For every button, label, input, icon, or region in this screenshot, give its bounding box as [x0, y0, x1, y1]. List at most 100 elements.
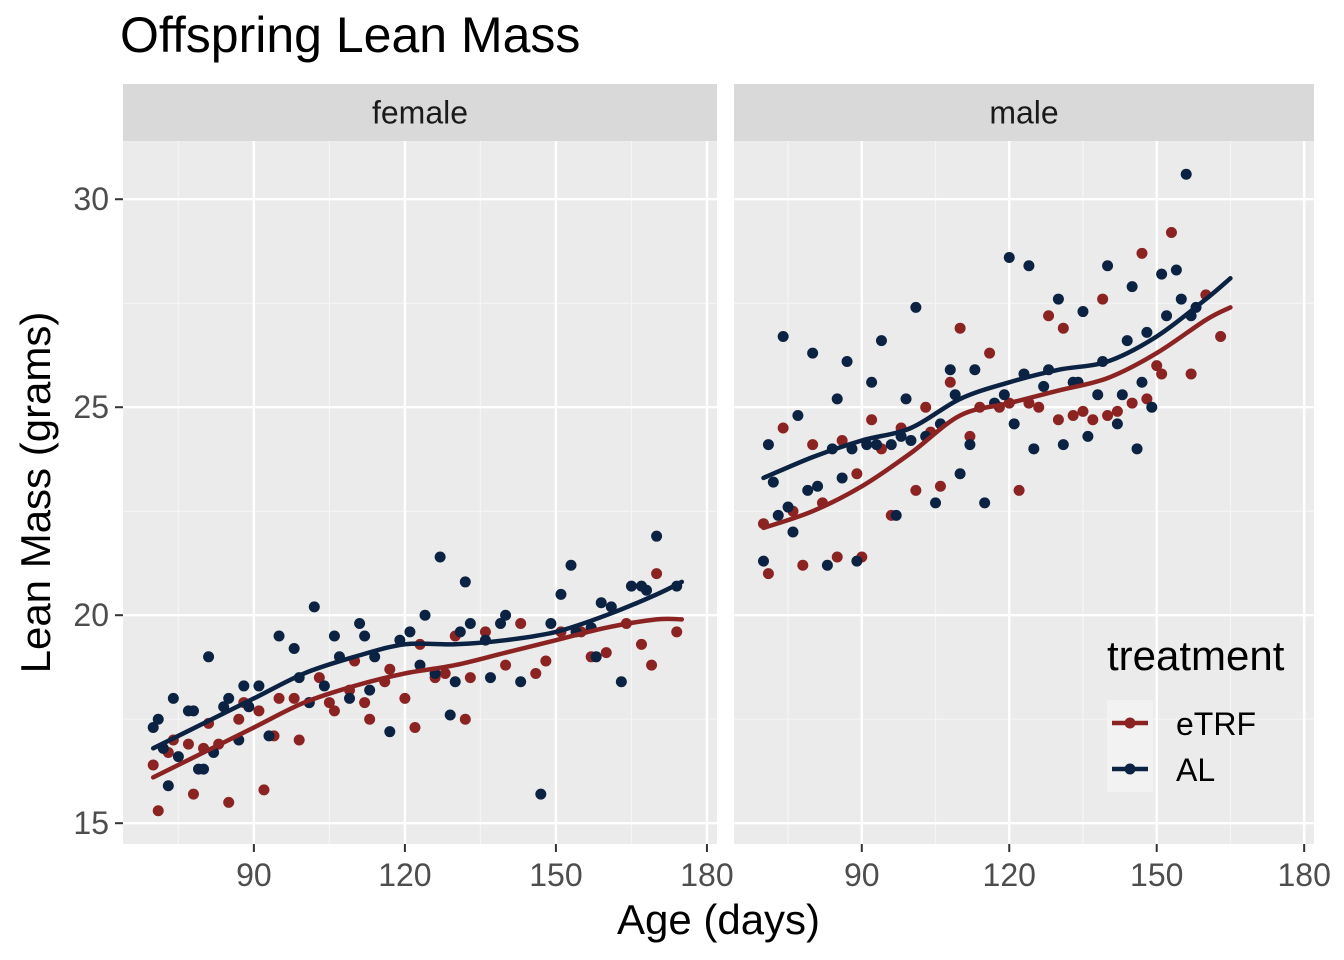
data-point — [1185, 368, 1197, 380]
data-point — [831, 393, 843, 405]
data-point — [772, 509, 784, 521]
smooth-line-AL — [150, 579, 685, 751]
data-point — [777, 422, 789, 434]
data-point — [866, 376, 878, 388]
series-AL-male — [757, 168, 1202, 571]
data-point — [1052, 293, 1064, 305]
data-point — [1111, 418, 1123, 430]
data-point — [1126, 397, 1138, 409]
data-point — [1151, 360, 1163, 372]
data-point — [831, 551, 843, 563]
data-point — [152, 805, 164, 817]
data-point — [651, 568, 663, 580]
data-point — [172, 751, 184, 763]
data-point — [308, 601, 320, 613]
x-tick-label: 180 — [680, 857, 733, 893]
data-point — [434, 551, 446, 563]
legend-title: treatment — [1107, 632, 1285, 679]
data-point — [757, 555, 769, 567]
data-point — [836, 435, 848, 447]
data-point — [821, 559, 833, 571]
data-point — [1008, 418, 1020, 430]
data-point — [1136, 247, 1148, 259]
data-point — [1156, 268, 1168, 280]
data-point — [1175, 293, 1187, 305]
data-point — [1033, 401, 1045, 413]
facet-strip-label: female — [372, 95, 468, 131]
data-point — [646, 659, 658, 671]
data-point — [600, 647, 612, 659]
legend-key-point — [1124, 763, 1136, 775]
data-point — [900, 393, 912, 405]
legend-entry-AL: AL — [1112, 752, 1215, 788]
data-point — [605, 601, 617, 613]
data-point — [969, 364, 981, 376]
data-point — [238, 680, 250, 692]
data-point — [836, 472, 848, 484]
y-tick-label: 20 — [73, 597, 109, 633]
data-point — [409, 722, 421, 734]
data-point — [807, 439, 819, 451]
smooth-line-eTRF — [150, 616, 685, 780]
x-tick-label: 90 — [844, 857, 880, 893]
data-point — [998, 389, 1010, 401]
data-point — [328, 705, 340, 717]
x-tick-label: 150 — [1130, 857, 1183, 893]
data-point — [910, 301, 922, 313]
legend-key-point — [1124, 717, 1136, 729]
data-point — [1092, 389, 1104, 401]
data-point — [464, 618, 476, 630]
data-point — [253, 705, 265, 717]
data-point — [651, 530, 663, 542]
data-point — [920, 401, 932, 413]
data-point — [318, 680, 330, 692]
y-tick-label: 25 — [73, 389, 109, 425]
data-point — [767, 476, 779, 488]
data-point — [1102, 410, 1114, 422]
data-point — [454, 626, 466, 638]
smooth-line-AL — [761, 276, 1233, 481]
y-tick-label: 15 — [73, 805, 109, 841]
data-point — [635, 638, 647, 650]
data-point — [905, 435, 917, 447]
data-point — [802, 484, 814, 496]
data-point — [187, 705, 199, 717]
facet-strip — [123, 84, 717, 141]
data-point — [167, 692, 179, 704]
data-point — [1043, 310, 1055, 322]
data-point — [203, 651, 215, 663]
data-point — [313, 672, 325, 684]
data-point — [1111, 405, 1123, 417]
data-point — [1052, 414, 1064, 426]
data-point — [782, 501, 794, 513]
data-point — [500, 609, 512, 621]
x-tick-label: 180 — [1277, 857, 1330, 893]
data-point — [590, 651, 602, 663]
data-point — [152, 713, 164, 725]
data-point — [515, 676, 527, 688]
data-point — [1023, 260, 1035, 272]
data-point — [449, 676, 461, 688]
legend-entry-eTRF: eTRF — [1112, 706, 1256, 742]
data-point — [1057, 439, 1069, 451]
data-point — [288, 642, 300, 654]
data-point — [792, 410, 804, 422]
data-point — [404, 626, 416, 638]
data-point — [1141, 393, 1153, 405]
data-point — [565, 559, 577, 571]
data-point — [344, 692, 356, 704]
data-point — [495, 618, 507, 630]
x-tick-label: 90 — [236, 857, 272, 893]
data-point — [944, 376, 956, 388]
data-point — [419, 609, 431, 621]
data-point — [797, 559, 809, 571]
data-point — [954, 468, 966, 480]
data-point — [930, 497, 942, 509]
data-point — [530, 667, 542, 679]
data-point — [890, 509, 902, 521]
data-point — [1077, 405, 1089, 417]
data-point — [535, 788, 547, 800]
data-point — [1141, 326, 1153, 338]
series-AL-female — [147, 530, 683, 800]
